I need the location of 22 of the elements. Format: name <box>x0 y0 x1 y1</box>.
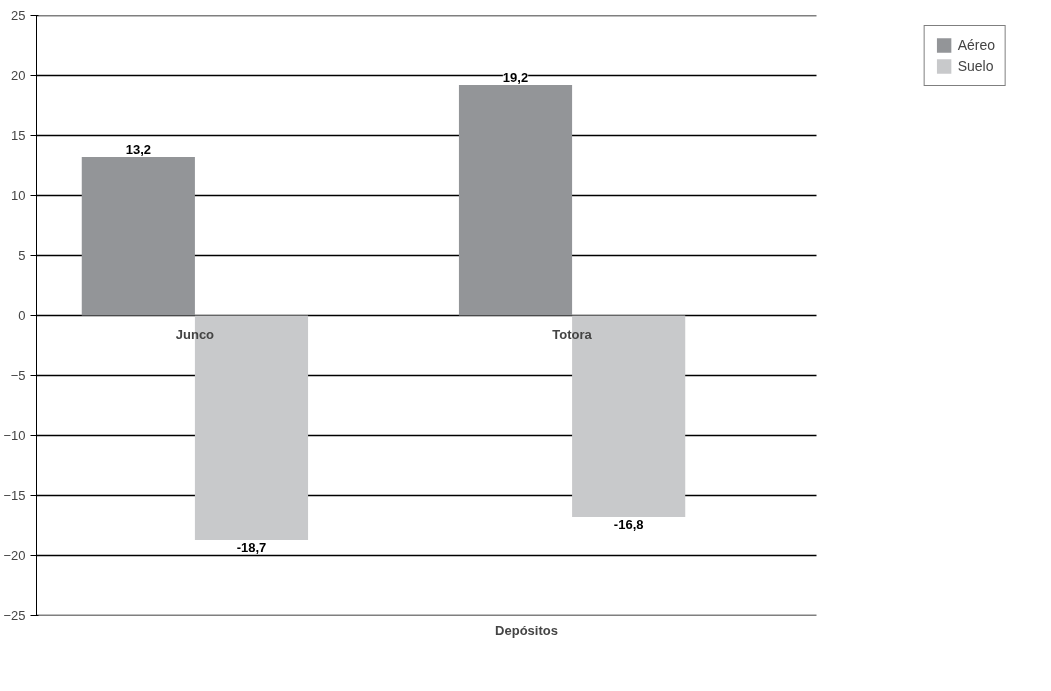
y-tick-label: −5 <box>10 368 26 383</box>
y-tick-label: 25 <box>11 8 26 23</box>
legend-label: Aéreo <box>957 37 995 53</box>
x-tick-label: Totora <box>552 326 593 342</box>
data-label: -16,8 <box>613 517 644 533</box>
y-tick-label: 20 <box>11 68 26 83</box>
y-tick-label: −10 <box>3 428 26 443</box>
legend-label: Suelo <box>957 58 994 74</box>
x-axis-title: Depósitos <box>495 622 558 638</box>
y-tick-label: 0 <box>18 308 26 323</box>
y-tick-label: −15 <box>3 488 26 503</box>
bar <box>81 157 195 316</box>
y-tick-label: 15 <box>11 128 26 143</box>
data-label: 19,2 <box>502 70 529 86</box>
data-label: -18,7 <box>236 539 267 555</box>
bar <box>458 85 573 316</box>
y-tick-label: 10 <box>11 188 26 203</box>
y-tick-label: 5 <box>18 248 26 263</box>
y-tick-label: −20 <box>3 548 26 563</box>
data-label: 13,2 <box>125 142 151 158</box>
y-tick-label: −25 <box>3 608 26 623</box>
x-tick-label: Junco <box>175 326 215 342</box>
